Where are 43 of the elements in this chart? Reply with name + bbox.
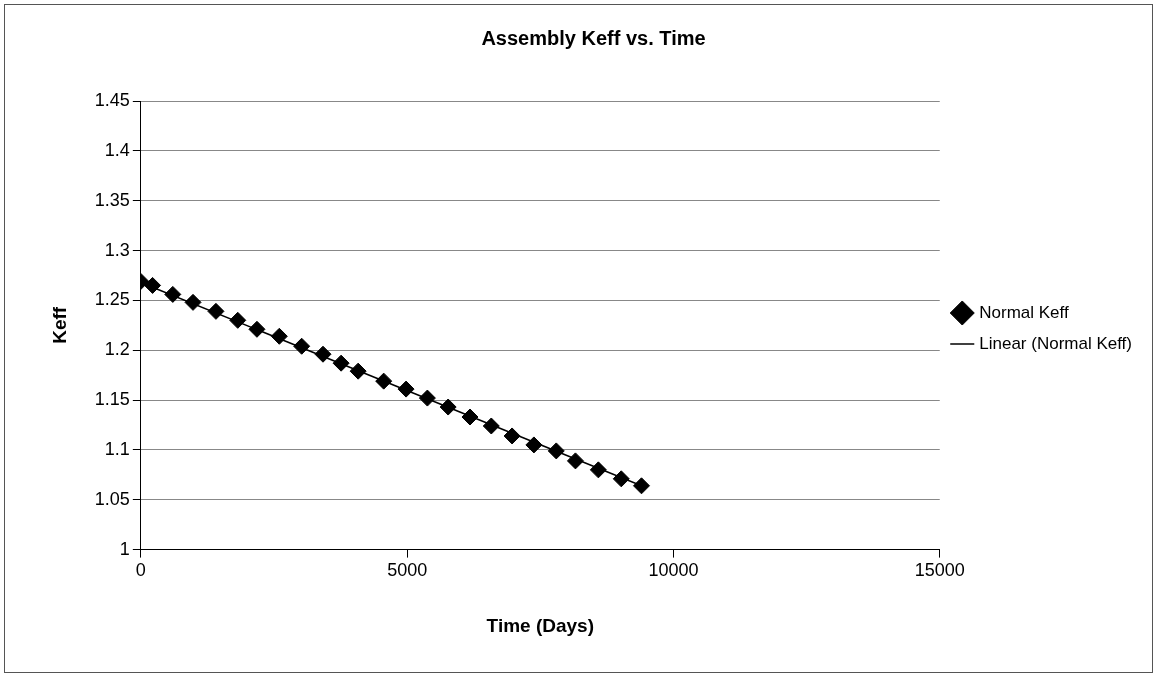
point [229, 311, 247, 329]
point [144, 276, 162, 294]
x-tick-label: 15000 [914, 560, 965, 581]
point [525, 436, 543, 454]
legend-label: Normal Keff [979, 302, 1069, 322]
y-tick-label: 1.3 [104, 239, 130, 260]
point [397, 380, 415, 398]
x-axis-title: Time (Days) [486, 614, 594, 636]
point [547, 442, 565, 460]
point [314, 345, 332, 363]
point [375, 372, 393, 390]
point [270, 327, 288, 345]
y-tick-label: 1.1 [104, 438, 130, 459]
y-tick-label: 1 [119, 538, 130, 559]
y-tick-label: 1.2 [104, 339, 130, 360]
legend-label: Linear (Normal Keff) [979, 333, 1133, 353]
point [418, 389, 436, 407]
point [589, 461, 607, 479]
point [207, 302, 225, 320]
point [332, 354, 350, 372]
y-tick-label: 1.45 [94, 89, 130, 110]
point [482, 417, 500, 435]
y-tick-label: 1.05 [94, 488, 130, 509]
point [164, 285, 182, 303]
x-tick-label: 0 [135, 560, 146, 581]
y-tick-label: 1.25 [94, 289, 130, 310]
point [632, 477, 650, 495]
point [612, 470, 630, 488]
point [503, 427, 521, 445]
point [248, 320, 266, 338]
y-tick-label: 1.4 [104, 139, 130, 160]
y-tick-label: 1.35 [94, 189, 130, 210]
point [184, 293, 202, 311]
point [461, 408, 479, 426]
point [293, 337, 311, 355]
point [566, 452, 584, 470]
x-tick-label: 10000 [648, 560, 699, 581]
chart-title: Assembly Keff vs. Time [481, 26, 706, 49]
point [439, 398, 457, 416]
x-tick-label: 5000 [387, 560, 428, 581]
point [349, 362, 367, 380]
y-axis-title: Keff [48, 306, 70, 344]
y-tick-label: 1.15 [94, 389, 130, 410]
